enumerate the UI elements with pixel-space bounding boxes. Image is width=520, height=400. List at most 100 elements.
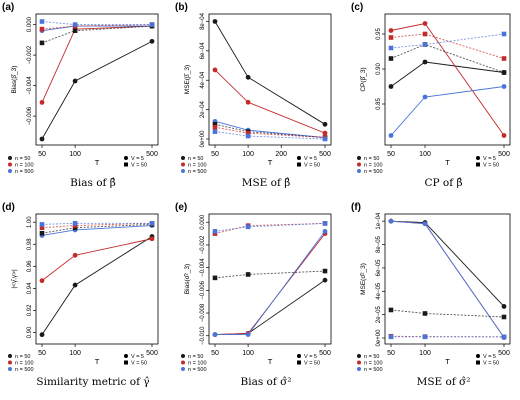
x-tick-label: 500 (498, 350, 510, 357)
legend-label: n = 500 (188, 367, 207, 373)
panel-d: (d) 50 100 500 T 0.90 0.92 0.94 0.96 0.98 1.00 |<γ̂… (2, 202, 159, 388)
legend-marker (8, 162, 12, 167)
legend-marker (357, 367, 361, 371)
y-axis-label: MSE(σ̂²_3) (360, 263, 367, 295)
panel-label: (a) (2, 2, 14, 13)
data-point (39, 222, 45, 227)
plot-frame (35, 13, 159, 146)
legend-label: n = 500 (364, 169, 383, 175)
series-line (214, 120, 326, 138)
x-tick-label: 100 (242, 151, 254, 158)
x-axis-label: T (445, 357, 450, 366)
legend-marker (8, 354, 12, 358)
x-axis-label: T (445, 158, 450, 167)
legend-marker (181, 162, 185, 167)
data-point (245, 272, 251, 277)
series-line (41, 40, 153, 140)
y-tick-label: 8e−04 (200, 12, 206, 30)
x-tick-label: 500 (319, 350, 331, 357)
y-tick-label: 0.92 (27, 304, 33, 316)
series-line (390, 220, 505, 338)
panel-caption: Bias of σ̂² (241, 376, 292, 388)
panel-e: (e) 50 100 500 T 0.000 −0.002 −0.004 −0.006 −0.00… (175, 202, 332, 388)
data-point (212, 332, 218, 337)
panel-caption: MSE of β̂ (242, 177, 291, 189)
data-point (501, 334, 507, 340)
y-tick-label: 0.000 (27, 16, 33, 32)
y-tick-label: −0.008 (200, 303, 206, 322)
y-tick-label: 2e−04 (200, 101, 206, 119)
plot-frame (208, 213, 332, 345)
x-tick-label: 50 (38, 151, 46, 158)
series-line (390, 33, 505, 49)
x-tick-label: 200 (275, 151, 287, 158)
y-tick-label: 6e−05 (376, 259, 382, 277)
data-point (72, 28, 78, 33)
x-tick-label: 100 (69, 350, 81, 357)
x-axis-label: T (268, 158, 273, 167)
data-point (245, 133, 251, 139)
legend-marker (124, 360, 128, 365)
data-point (501, 304, 507, 309)
data-point (422, 31, 428, 37)
y-tick-label: 0.90 (27, 326, 33, 338)
data-point (39, 26, 45, 32)
x-tick-label: 100 (242, 350, 254, 357)
y-axis-label: MSE(β̂_3) (184, 65, 191, 94)
data-point (422, 311, 428, 316)
x-axis-label: T (268, 357, 273, 366)
data-point (501, 133, 507, 138)
data-point (72, 78, 78, 84)
legend-label: n = 500 (15, 169, 34, 175)
series-line (214, 131, 326, 140)
panel-caption: Bias of β̂ (70, 177, 116, 189)
x-tick-label: 500 (498, 151, 510, 158)
data-point (322, 277, 328, 283)
plot-frame (384, 213, 511, 345)
x-tick-label: 100 (419, 151, 431, 158)
data-point (388, 334, 394, 340)
data-point (72, 22, 78, 27)
data-point (322, 228, 328, 234)
legend-label: V = 5 (304, 156, 317, 162)
series-line (41, 223, 153, 234)
series-line (390, 33, 505, 59)
legend-label: n = 50 (364, 156, 379, 162)
y-tick-label: −0.002 (27, 45, 33, 64)
legend-marker (476, 354, 480, 358)
legend-marker (124, 156, 128, 160)
series-line (41, 238, 153, 282)
data-point (245, 99, 251, 105)
legend-marker (357, 169, 361, 173)
panel-label: (f) (351, 202, 361, 213)
data-point (245, 130, 251, 136)
legend-marker (476, 162, 480, 167)
data-point (388, 133, 394, 138)
legend-label: n = 100 (188, 361, 207, 367)
data-point (422, 334, 428, 340)
data-point (388, 35, 394, 40)
y-tick-label: 0.000 (200, 214, 206, 230)
legend-marker (181, 360, 185, 365)
legend-label: V = 50 (131, 361, 147, 367)
legend-label: n = 50 (188, 354, 203, 360)
x-tick-label: 50 (387, 350, 395, 357)
data-point (501, 314, 507, 320)
data-point (212, 67, 218, 73)
legend-label: V = 5 (131, 156, 144, 162)
series-line (390, 335, 505, 338)
series-line (41, 21, 152, 26)
y-tick-label: −0.004 (27, 76, 33, 95)
y-tick-label: 8e−05 (376, 235, 382, 253)
legend-label: n = 100 (15, 361, 34, 367)
legend-label: V = 5 (483, 156, 496, 162)
data-point (39, 136, 45, 142)
y-tick-label: −0.006 (200, 280, 206, 299)
data-point (245, 74, 251, 80)
legend-marker (357, 354, 361, 358)
y-tick-label: 1e−04 (376, 212, 382, 230)
y-tick-label: 0.96 (27, 260, 33, 272)
panel-a: (a) 50 100 500 T 0.000 −0.002 −0.004 −0.006 Bias(… (2, 2, 159, 189)
